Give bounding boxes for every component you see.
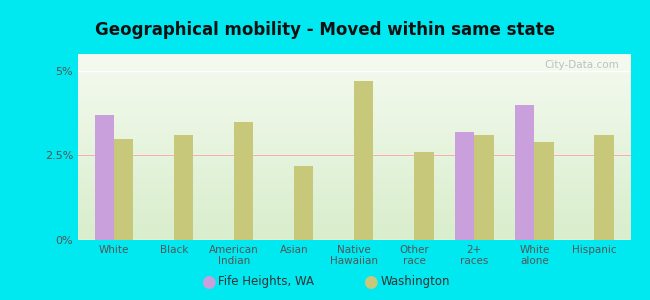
Bar bbox=[354, 81, 374, 240]
Bar bbox=[95, 115, 114, 240]
Text: Geographical mobility - Moved within same state: Geographical mobility - Moved within sam… bbox=[95, 21, 555, 39]
Bar bbox=[234, 122, 254, 240]
Text: ●: ● bbox=[363, 273, 378, 291]
Bar bbox=[294, 166, 313, 240]
Text: Washington: Washington bbox=[380, 275, 450, 289]
Text: Fife Heights, WA: Fife Heights, WA bbox=[218, 275, 314, 289]
Bar bbox=[595, 135, 614, 240]
Bar bbox=[515, 105, 534, 240]
Text: ●: ● bbox=[201, 273, 215, 291]
Bar bbox=[455, 132, 474, 240]
Bar bbox=[114, 139, 133, 240]
Bar bbox=[174, 135, 193, 240]
Text: City-Data.com: City-Data.com bbox=[545, 60, 619, 70]
Bar bbox=[474, 135, 493, 240]
Bar bbox=[534, 142, 554, 240]
Bar bbox=[414, 152, 434, 240]
